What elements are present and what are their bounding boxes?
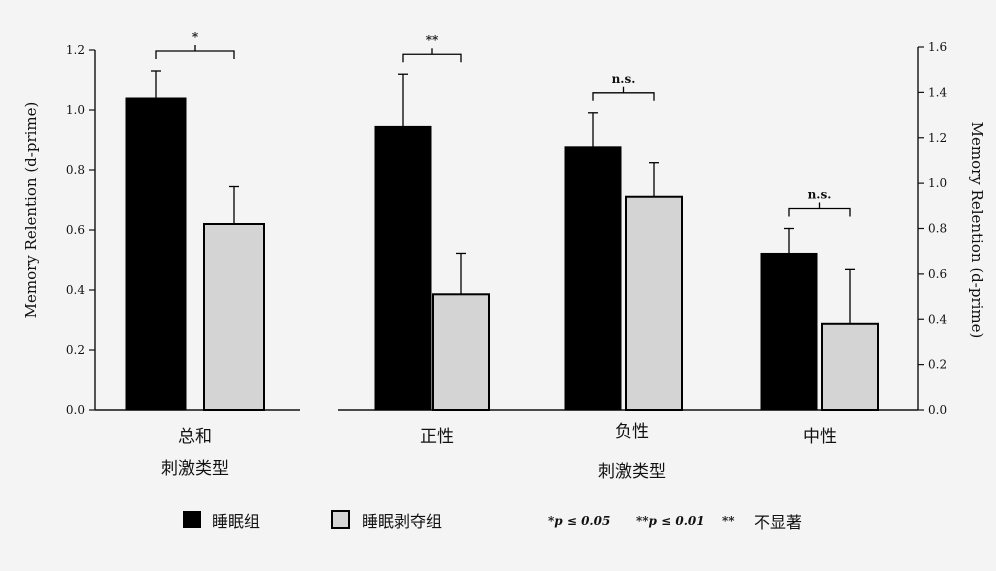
right-y-tick-label: 0.2 — [928, 358, 947, 372]
right-chart: 0.0 0.2 0.4 0.6 0.8 1.0 1.2 1.4 1.6 ** n.s. n.s. — [338, 33, 947, 417]
right-significance-label-0: ** — [426, 33, 439, 47]
right-significance-bracket-1 — [592, 86, 655, 101]
left-x-axis-label: 刺激类型 — [161, 459, 229, 479]
legend-swatch-deprived — [331, 510, 350, 529]
left-y-tick-label: 0.4 — [66, 283, 85, 297]
right-y-tick-label: 0.6 — [928, 267, 947, 281]
right-y-axis-label: Memory Relention (d-prime) — [968, 122, 986, 339]
right-bar-deprived-0 — [432, 293, 490, 412]
right-bar-deprived-2 — [821, 322, 879, 412]
right-bar-sleep-0 — [374, 125, 432, 411]
right-significance-label-2: n.s. — [808, 188, 832, 202]
right-y-tick-label: 1.4 — [928, 85, 947, 99]
left-significance-label-0: * — [192, 30, 199, 44]
left-y-tick-label: 0.2 — [66, 343, 85, 357]
left-y-axis-label: Memory Relention (d-prime) — [22, 102, 40, 319]
left-category-label: 总和 — [178, 427, 212, 447]
right-bar-sleep-1 — [564, 146, 622, 411]
right-category-label-1: 正性 — [420, 427, 454, 447]
left-bar-sleep-0 — [125, 97, 187, 411]
right-y-tick-label: 1.6 — [928, 40, 947, 54]
note-ns-mark: ** — [722, 514, 735, 528]
right-y-tick-label: 0.8 — [928, 222, 947, 236]
right-significance-bracket-0 — [402, 48, 462, 63]
left-y-tick-label: 1.2 — [66, 43, 85, 57]
note-p05: *p ≤ 0.05 — [548, 514, 610, 528]
legend-swatch-sleep — [183, 511, 201, 528]
note-p01: **p ≤ 0.01 — [636, 514, 705, 528]
left-bar-deprived-0 — [203, 223, 265, 411]
left-y-tick-label: 0.0 — [66, 403, 85, 417]
note-ns-text: 不显著 — [754, 513, 802, 532]
legend: 睡眠组 睡眠剥夺组 *p ≤ 0.05 **p ≤ 0.01 ** 不显著 — [183, 510, 802, 532]
right-significance-label-1: n.s. — [612, 72, 636, 86]
right-bar-deprived-1 — [625, 195, 683, 411]
right-bar-sleep-2 — [760, 252, 818, 411]
right-y-tick-label: 1.2 — [928, 131, 947, 145]
left-y-tick-label: 1.0 — [66, 103, 85, 117]
left-chart: 0.0 0.2 0.4 0.6 0.8 1.0 1.2 * — [66, 30, 300, 417]
right-y-tick-label: 1.0 — [928, 176, 947, 190]
right-significance-bracket-2 — [788, 202, 851, 217]
right-category-label-2: 负性 — [615, 422, 649, 442]
left-y-tick-label: 0.6 — [66, 223, 85, 237]
legend-label-deprived: 睡眠剥夺组 — [362, 512, 442, 531]
right-y-tick-label: 0.0 — [928, 403, 947, 417]
left-significance-bracket-0 — [155, 45, 235, 59]
right-y-tick-label: 0.4 — [928, 312, 947, 326]
right-x-axis-label: 刺激类型 — [598, 462, 666, 482]
right-category-label-3: 中性 — [803, 427, 837, 447]
legend-label-sleep: 睡眠组 — [212, 512, 260, 531]
left-y-tick-label: 0.8 — [66, 163, 85, 177]
